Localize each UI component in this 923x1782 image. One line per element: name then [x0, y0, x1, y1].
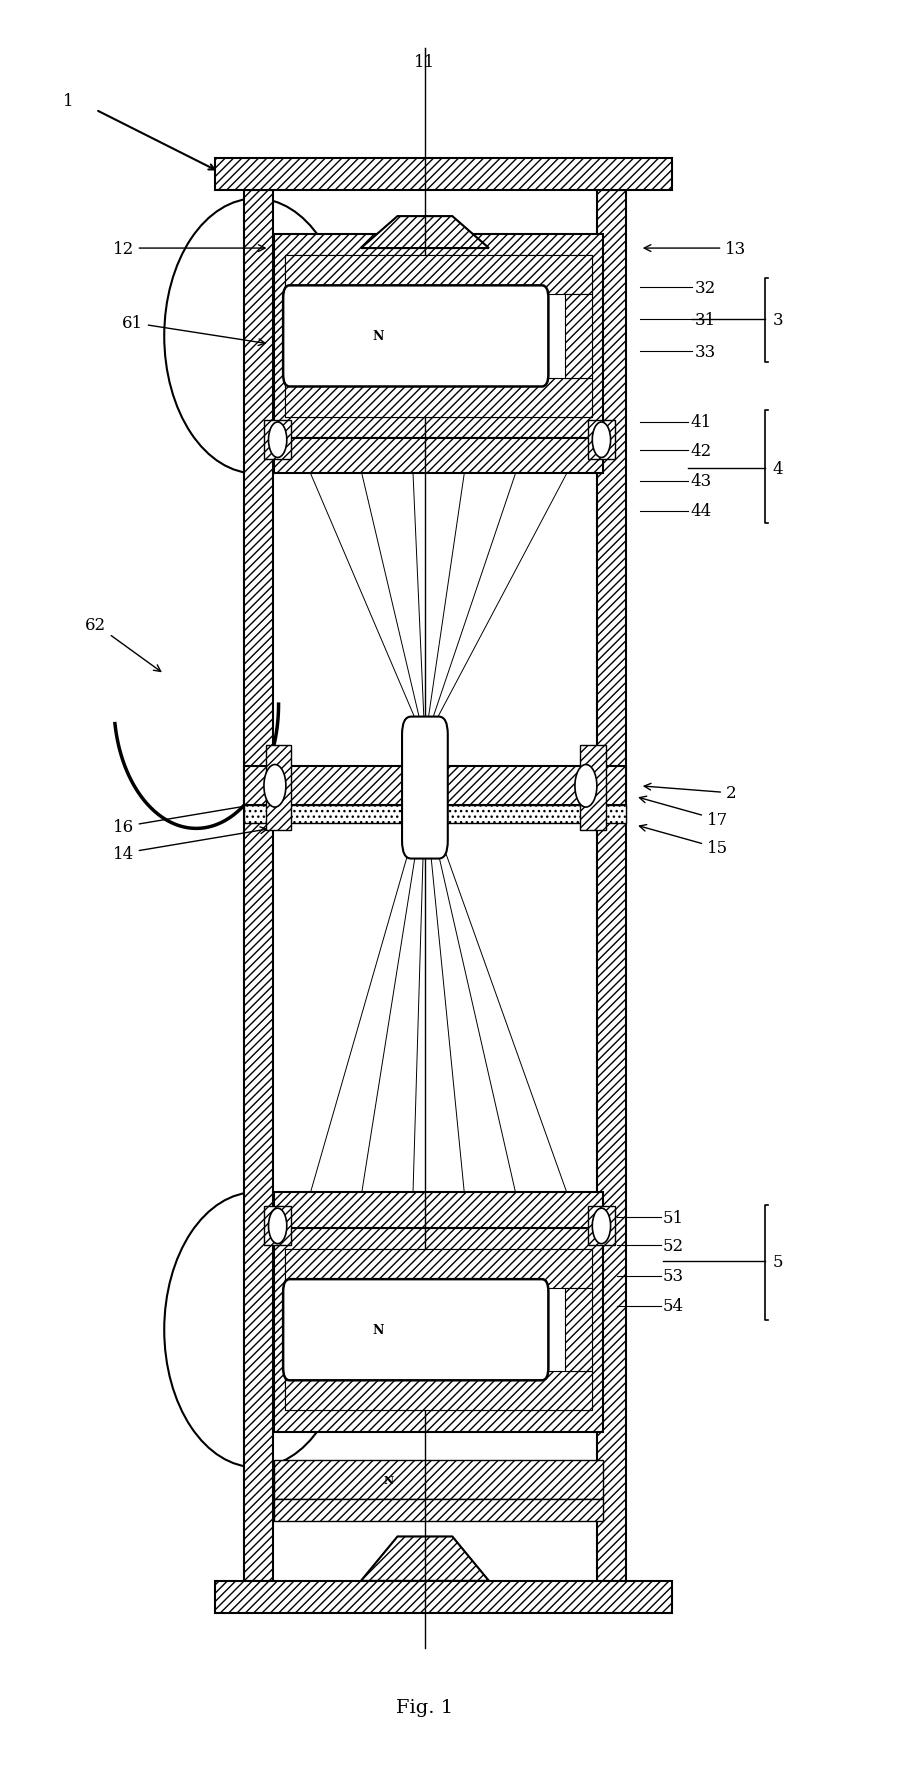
- Text: 41: 41: [690, 413, 712, 431]
- Text: 44: 44: [690, 503, 712, 520]
- Text: 61: 61: [122, 315, 265, 346]
- Text: 5: 5: [773, 1253, 783, 1271]
- Bar: [565, 296, 593, 378]
- Text: 33: 33: [695, 344, 716, 360]
- Bar: [285, 1249, 593, 1411]
- Text: 12: 12: [113, 241, 265, 257]
- Text: 2: 2: [644, 784, 737, 802]
- Bar: [588, 421, 615, 460]
- Bar: [581, 745, 606, 830]
- Bar: [285, 1249, 593, 1288]
- Circle shape: [264, 764, 286, 807]
- Text: 16: 16: [113, 800, 267, 836]
- Bar: [274, 235, 604, 438]
- Bar: [244, 805, 626, 823]
- Text: 13: 13: [644, 241, 747, 257]
- Polygon shape: [361, 1536, 489, 1581]
- Bar: [266, 745, 292, 830]
- Text: N: N: [372, 330, 384, 344]
- Text: N: N: [372, 1324, 384, 1336]
- Bar: [214, 159, 672, 191]
- Ellipse shape: [164, 1192, 347, 1467]
- Circle shape: [269, 1208, 287, 1244]
- Text: 53: 53: [663, 1267, 684, 1285]
- Bar: [244, 191, 273, 1581]
- Text: 4: 4: [773, 460, 783, 478]
- Bar: [588, 1206, 615, 1246]
- FancyBboxPatch shape: [402, 716, 448, 859]
- Bar: [285, 257, 593, 296]
- Text: 14: 14: [113, 827, 267, 862]
- Bar: [274, 1192, 604, 1228]
- Circle shape: [575, 764, 597, 807]
- Bar: [285, 378, 593, 417]
- Text: 3: 3: [773, 312, 783, 328]
- Circle shape: [593, 1208, 611, 1244]
- Bar: [274, 1499, 604, 1520]
- Bar: [285, 257, 593, 417]
- Text: Fig. 1: Fig. 1: [396, 1698, 453, 1716]
- Text: 51: 51: [663, 1208, 684, 1226]
- Bar: [264, 421, 292, 460]
- Bar: [244, 766, 626, 805]
- Text: 62: 62: [85, 617, 161, 672]
- Ellipse shape: [164, 200, 347, 474]
- Polygon shape: [361, 217, 489, 249]
- Text: 17: 17: [640, 797, 728, 829]
- Text: 42: 42: [690, 442, 712, 460]
- Text: 15: 15: [640, 825, 728, 857]
- Text: 11: 11: [414, 53, 436, 71]
- FancyBboxPatch shape: [283, 1279, 548, 1381]
- Bar: [264, 1206, 292, 1246]
- Text: 52: 52: [663, 1237, 684, 1255]
- Text: 43: 43: [690, 472, 712, 490]
- Bar: [597, 191, 626, 1581]
- Circle shape: [269, 422, 287, 458]
- Text: 1: 1: [63, 93, 74, 110]
- FancyBboxPatch shape: [283, 287, 548, 387]
- Text: 32: 32: [695, 280, 716, 296]
- Bar: [274, 438, 604, 474]
- Text: 54: 54: [663, 1297, 684, 1315]
- Text: N: N: [383, 1474, 393, 1486]
- Bar: [274, 1228, 604, 1433]
- Text: 31: 31: [695, 312, 716, 328]
- Bar: [285, 1372, 593, 1411]
- Circle shape: [593, 422, 611, 458]
- Bar: [274, 1459, 604, 1499]
- Bar: [214, 1581, 672, 1613]
- Bar: [565, 1288, 593, 1372]
